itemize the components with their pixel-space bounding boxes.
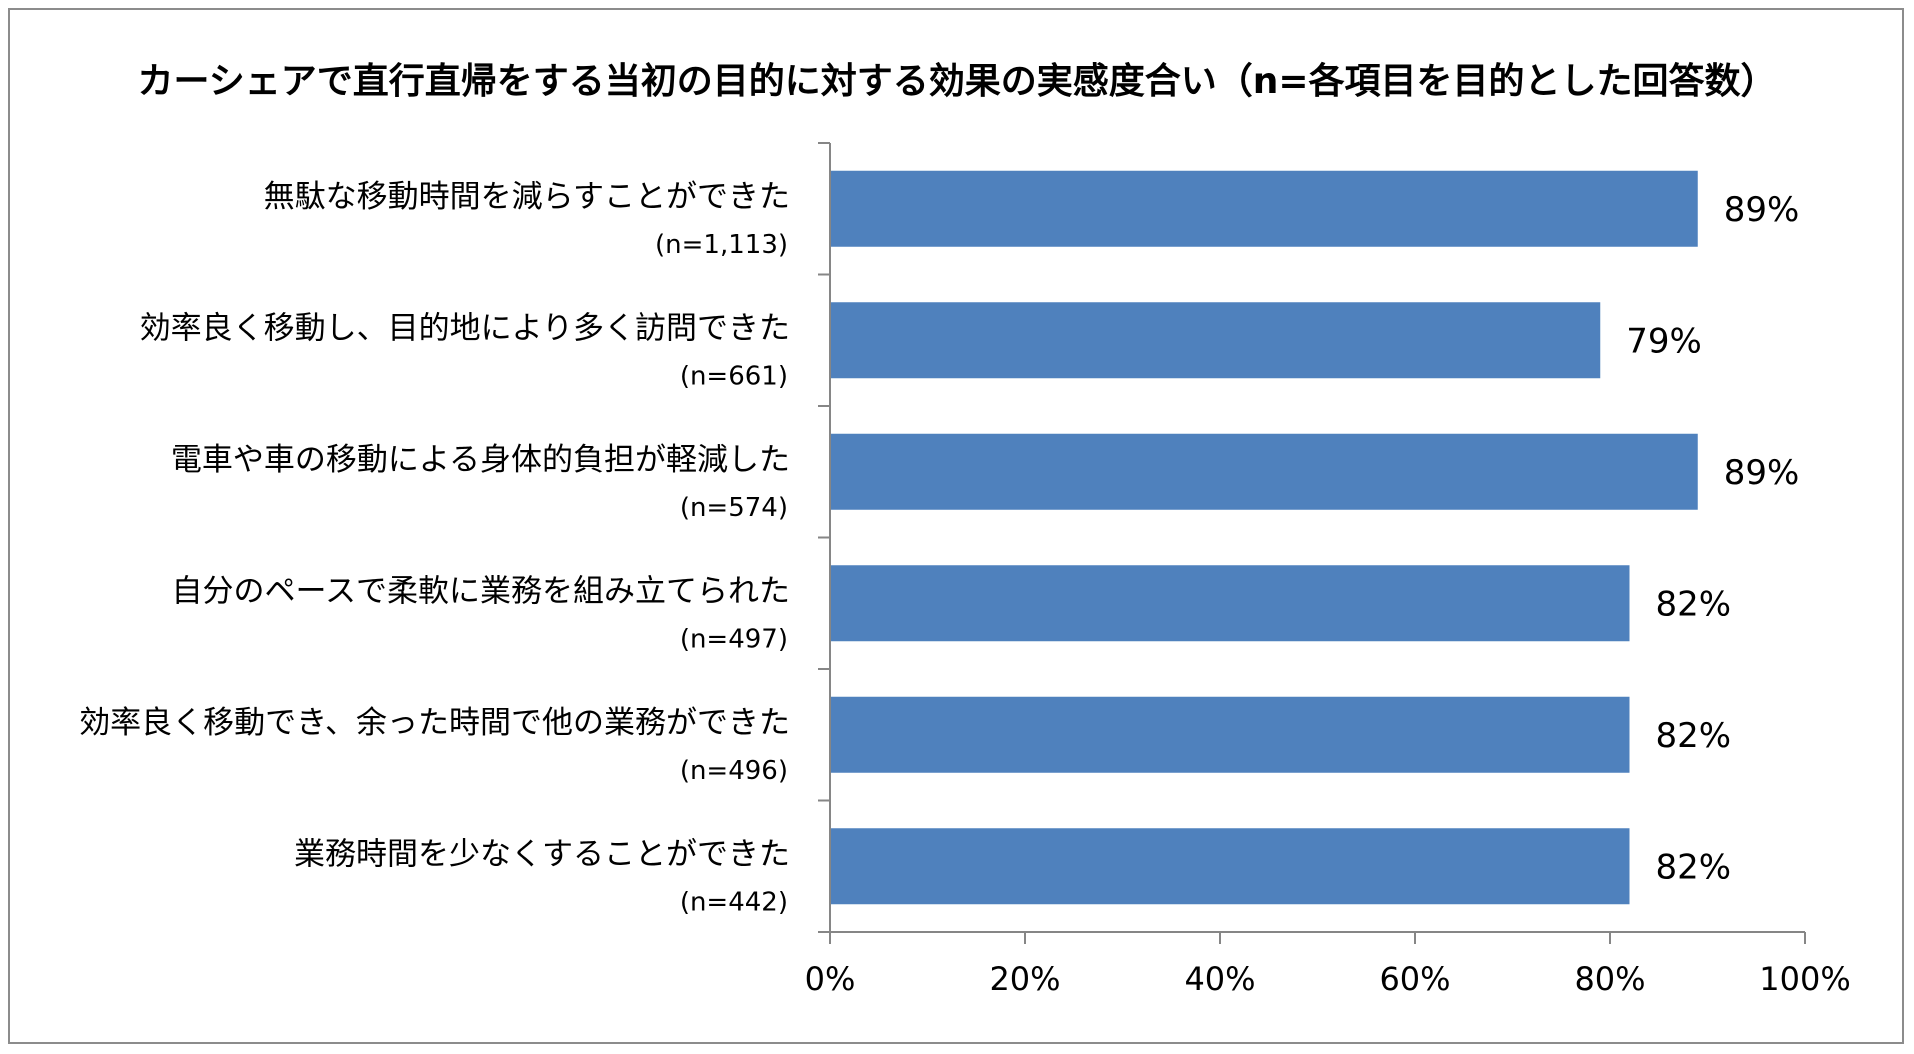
bar-1 xyxy=(830,170,1698,247)
sample-size-label-5: (n=496) xyxy=(680,756,788,786)
data-label-1: 89% xyxy=(1724,190,1800,230)
data-label-3: 89% xyxy=(1724,453,1800,493)
sample-size-label-3: (n=574) xyxy=(680,493,788,523)
x-tick-label-2: 40% xyxy=(1184,960,1255,998)
bar-6 xyxy=(830,828,1630,905)
data-label-5: 82% xyxy=(1656,716,1732,756)
category-label-3: 電車や車の移動による身体的負担が軽減した xyxy=(171,442,790,478)
category-label-4: 自分のペースで柔軟に業務を組み立てられた xyxy=(172,573,790,609)
data-label-4: 82% xyxy=(1656,584,1732,624)
sample-size-label-4: (n=497) xyxy=(680,624,788,654)
x-tick-label-1: 20% xyxy=(989,960,1060,998)
chart-title: カーシェアで直行直帰をする当初の目的に対する効果の実感度合い（n=各項目を目的と… xyxy=(137,61,1777,102)
category-label-1: 無駄な移動時間を減らすことができた xyxy=(264,179,790,215)
sample-size-label-1: (n=1,113) xyxy=(655,230,788,260)
bar-5 xyxy=(830,696,1630,773)
data-label-6: 82% xyxy=(1656,847,1732,887)
sample-size-label-6: (n=442) xyxy=(680,887,788,917)
bar-3 xyxy=(830,433,1698,510)
data-label-2: 79% xyxy=(1626,321,1702,361)
bar-2 xyxy=(830,302,1601,379)
x-tick-label-5: 100% xyxy=(1759,960,1850,998)
sample-size-label-2: (n=661) xyxy=(680,361,788,391)
bar-4 xyxy=(830,565,1630,642)
category-label-6: 業務時間を少なくすることができた xyxy=(294,836,790,872)
x-tick-label-4: 80% xyxy=(1574,960,1645,998)
category-label-5: 効率良く移動でき、余った時間で他の業務ができた xyxy=(79,705,790,741)
x-tick-label-3: 60% xyxy=(1379,960,1450,998)
category-label-2: 効率良く移動し、目的地により多く訪問できた xyxy=(140,310,790,346)
x-tick-label-0: 0% xyxy=(805,960,856,998)
